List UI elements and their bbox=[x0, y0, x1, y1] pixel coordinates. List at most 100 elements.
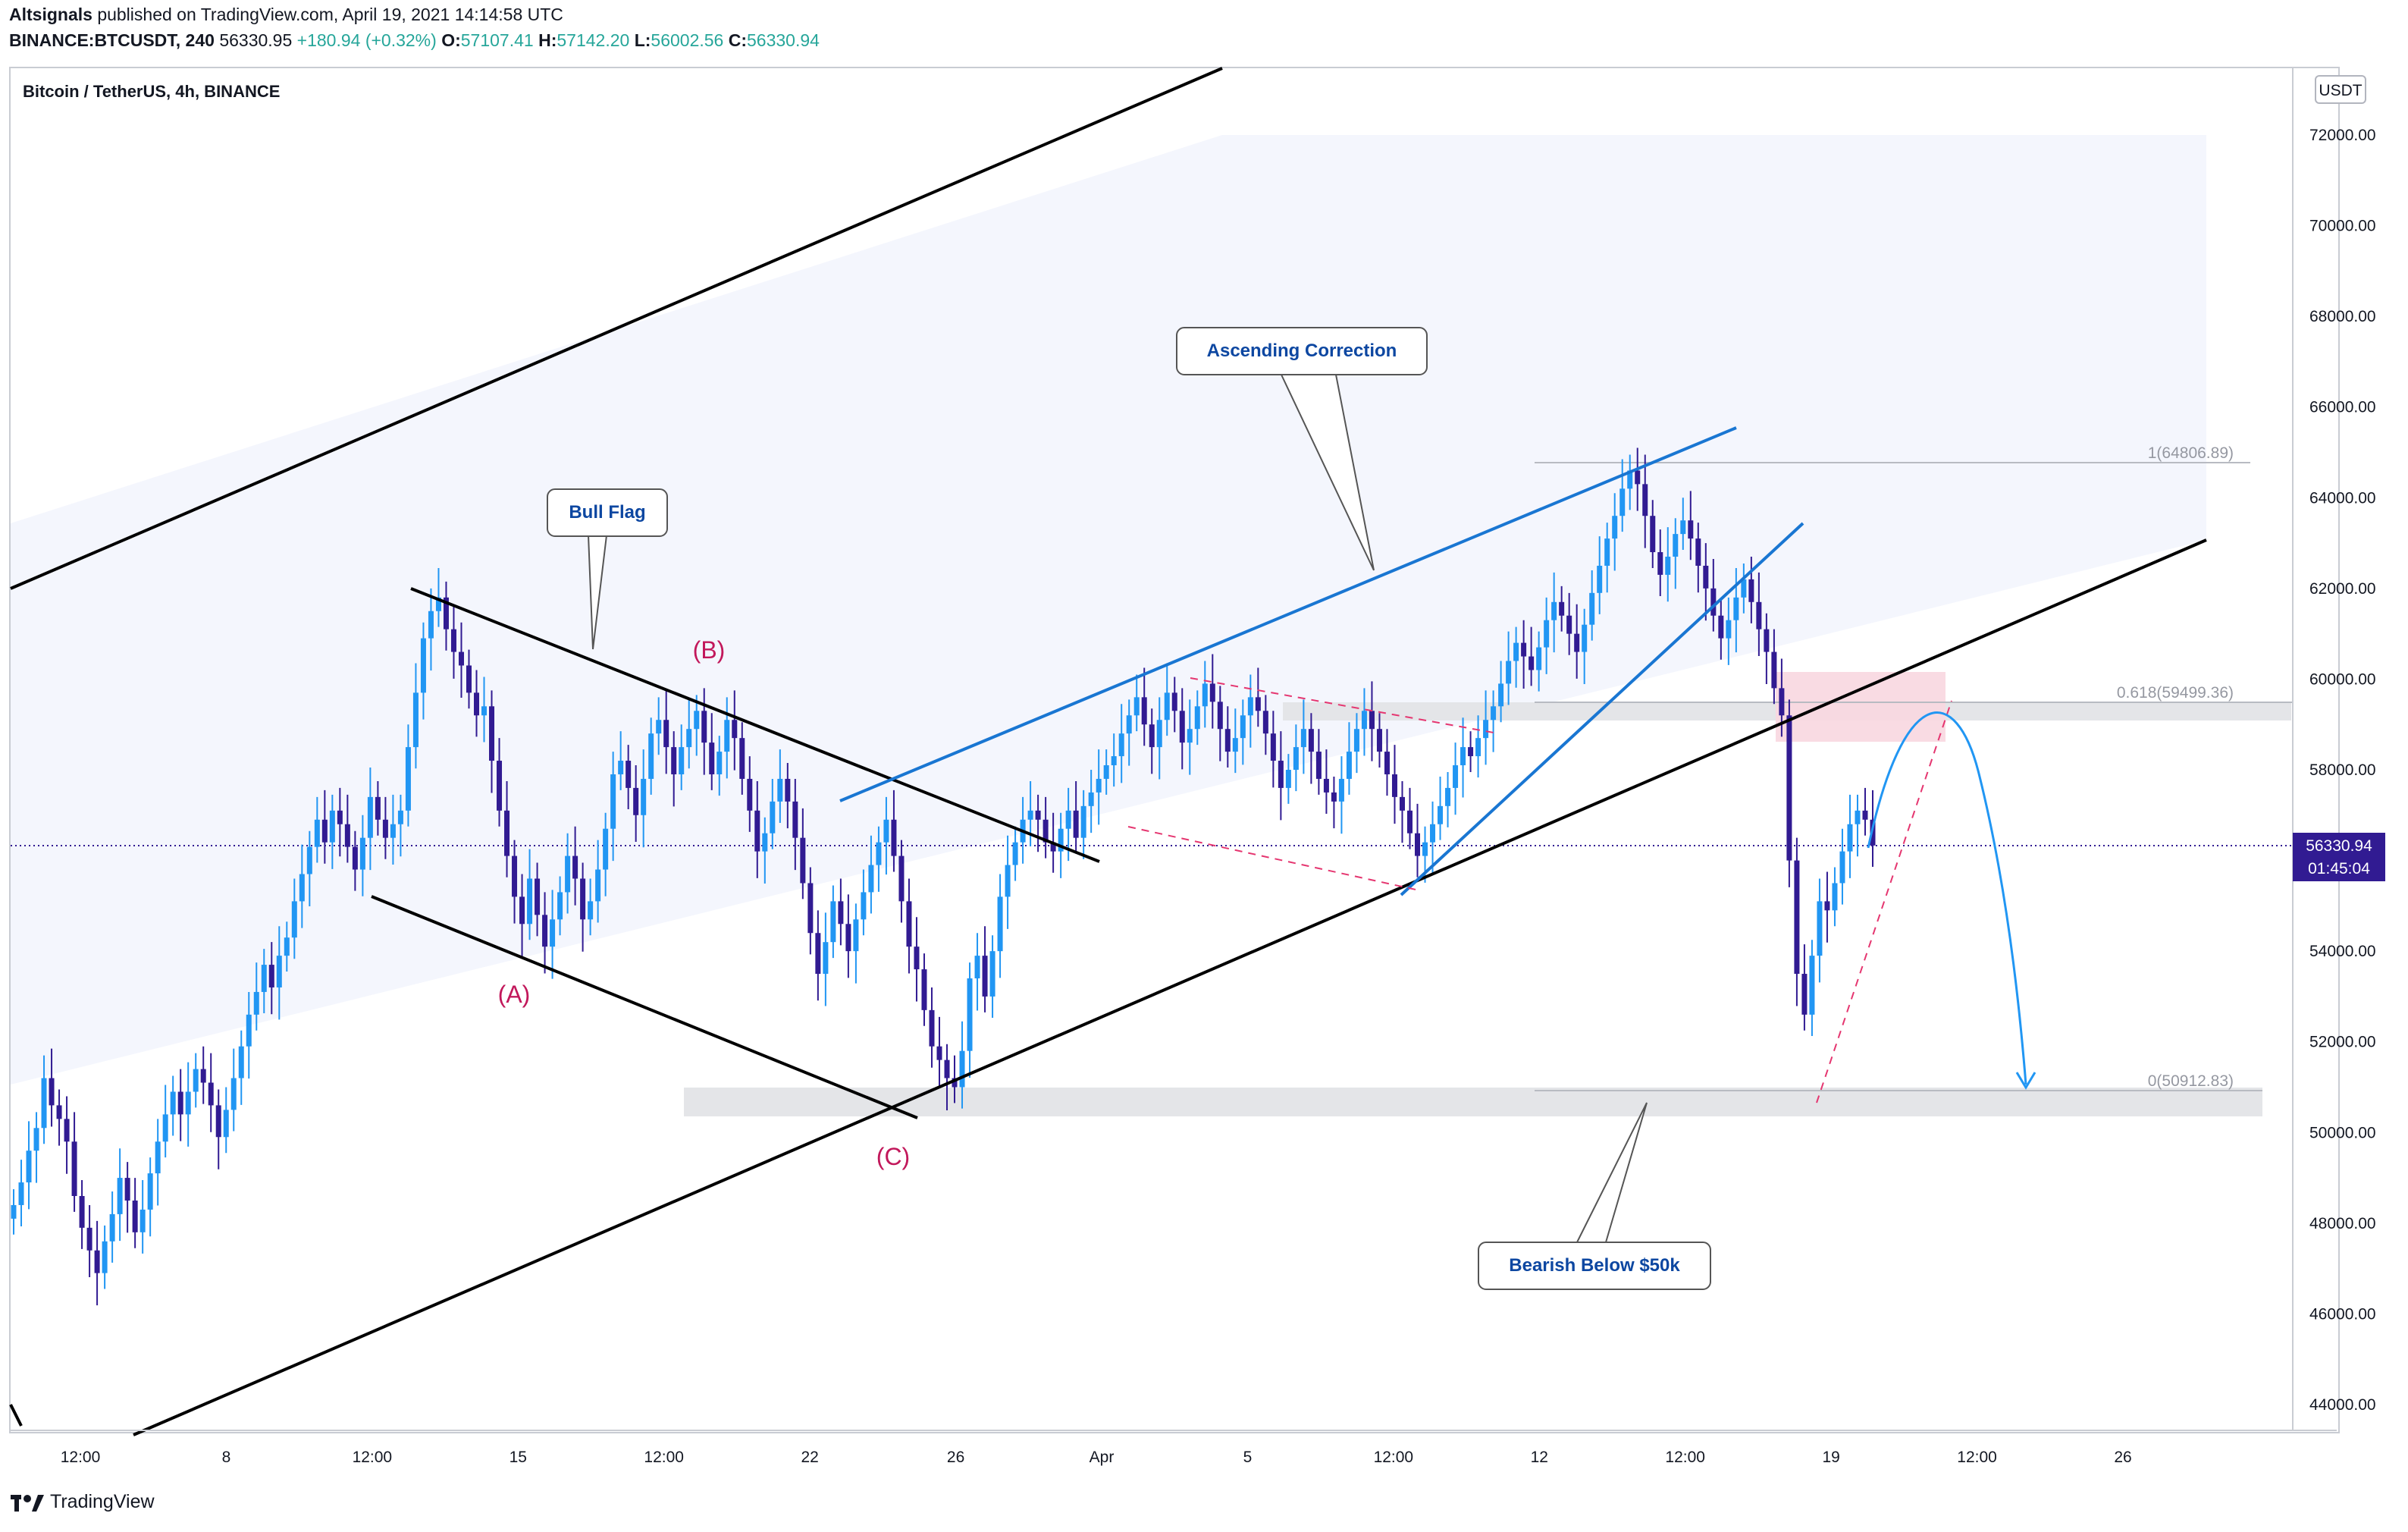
candle-body bbox=[1080, 805, 1086, 838]
candle-body bbox=[663, 720, 669, 748]
candle-body bbox=[1338, 778, 1344, 802]
candle-body bbox=[595, 869, 601, 902]
currency-badge[interactable] bbox=[2315, 75, 2366, 104]
candle-body bbox=[754, 810, 760, 852]
candle-body bbox=[1756, 601, 1762, 629]
candle-body bbox=[170, 1091, 176, 1115]
candle-body bbox=[94, 1250, 100, 1273]
candle-body bbox=[481, 706, 488, 716]
candle-body bbox=[314, 819, 320, 847]
footer-brand[interactable]: TradingView bbox=[11, 1491, 155, 1513]
candle-body bbox=[929, 1009, 935, 1047]
price-tick-label: 44000.00 bbox=[2309, 1396, 2376, 1414]
ascending-pointer bbox=[1281, 374, 1375, 571]
candle-body bbox=[603, 828, 609, 870]
price-tick-label: 60000.00 bbox=[2309, 670, 2376, 688]
high-label: H: bbox=[538, 30, 557, 50]
candle-body bbox=[838, 901, 844, 925]
price-tick-label: 72000.00 bbox=[2309, 127, 2376, 144]
candle-body bbox=[1438, 805, 1444, 824]
publish-line: Altsignals published on TradingView.com,… bbox=[9, 5, 563, 25]
low-value: 56002.56 bbox=[651, 30, 724, 50]
candle-body bbox=[284, 937, 290, 956]
candle-body bbox=[147, 1173, 153, 1210]
candle-body bbox=[906, 901, 912, 947]
candle-body bbox=[527, 878, 533, 925]
candle-body bbox=[1187, 729, 1193, 743]
price-tick-label: 58000.00 bbox=[2309, 761, 2376, 779]
candle-body bbox=[246, 1014, 252, 1047]
flag-upper-line bbox=[410, 587, 1100, 863]
candle-body bbox=[473, 692, 480, 716]
candle-body bbox=[1361, 711, 1367, 730]
time-tick-label: 12:00 bbox=[61, 1449, 101, 1466]
candle-body bbox=[64, 1119, 70, 1142]
fib-label-1: 1(64806.89) bbox=[2148, 444, 2234, 462]
price-tick-label: 66000.00 bbox=[2309, 399, 2376, 416]
candle-body bbox=[1604, 538, 1610, 566]
candle-body bbox=[861, 892, 867, 920]
candle-body bbox=[1111, 756, 1117, 766]
bull-flag-text: Bull Flag bbox=[569, 502, 645, 523]
candle-body bbox=[344, 824, 350, 847]
price-tick-label: 64000.00 bbox=[2309, 489, 2376, 507]
channel-upper-line bbox=[10, 67, 1223, 590]
candle-body bbox=[382, 819, 388, 838]
candle-body bbox=[1650, 516, 1656, 553]
candle-body bbox=[1741, 579, 1747, 598]
candle-body bbox=[967, 978, 973, 1051]
flag-lower-line bbox=[371, 895, 918, 1119]
candle-body bbox=[1353, 729, 1359, 752]
candle-body bbox=[542, 915, 548, 947]
candle-body bbox=[102, 1241, 108, 1273]
channel-lower-line bbox=[133, 538, 2207, 1436]
candle-body bbox=[1642, 484, 1648, 516]
tradingview-logo-icon bbox=[11, 1494, 44, 1512]
triangle-upper-dash bbox=[1190, 677, 1494, 733]
candle-body bbox=[41, 1078, 47, 1129]
candle-body bbox=[49, 1078, 55, 1106]
candle-body bbox=[1695, 538, 1701, 566]
time-tick-label: 12 bbox=[1531, 1449, 1548, 1466]
candle-body bbox=[299, 874, 305, 902]
candle-body bbox=[1498, 683, 1504, 707]
candle-body bbox=[1088, 792, 1094, 806]
candle-body bbox=[1597, 565, 1603, 593]
fib-label-0618: 0.618(59499.36) bbox=[2117, 684, 2234, 702]
candle-body bbox=[565, 855, 571, 893]
candle-body bbox=[367, 796, 373, 838]
time-tick-label: 26 bbox=[2114, 1449, 2131, 1466]
candle-body bbox=[162, 1114, 168, 1142]
candle-body bbox=[982, 956, 988, 997]
price-tick-label: 54000.00 bbox=[2309, 943, 2376, 960]
currency-badge-text: USDT bbox=[2319, 82, 2362, 99]
candle-body bbox=[1035, 810, 1041, 820]
open-value: 57107.41 bbox=[460, 30, 534, 50]
time-axis: 12:00 8 12:00 15 12:00 22 26 Apr 5 12:00 12 12:00 19… bbox=[11, 1430, 2337, 1466]
candle-body bbox=[572, 855, 578, 879]
candle-body bbox=[701, 711, 707, 743]
candle-body bbox=[1779, 688, 1785, 716]
candle-body bbox=[306, 846, 312, 874]
candle-body bbox=[1027, 810, 1033, 820]
candle-body bbox=[1126, 715, 1132, 734]
candle-body bbox=[633, 787, 639, 815]
time-tick-label: 26 bbox=[947, 1449, 964, 1466]
candle-body bbox=[375, 796, 381, 820]
candle-body bbox=[1149, 724, 1155, 748]
candle-body bbox=[1635, 470, 1641, 485]
candle-body bbox=[412, 692, 419, 748]
candle-body bbox=[1293, 747, 1299, 770]
candle-body bbox=[944, 1060, 950, 1078]
time-tick-label: 15 bbox=[510, 1449, 527, 1466]
candle-body bbox=[329, 810, 335, 843]
candle-body bbox=[535, 878, 541, 915]
candle-body bbox=[1483, 720, 1489, 739]
time-tick-label: 8 bbox=[222, 1449, 231, 1466]
candle-body bbox=[1718, 615, 1724, 639]
candle-body bbox=[132, 1200, 138, 1232]
candle-body bbox=[79, 1195, 85, 1228]
bearish-callout bbox=[1478, 1242, 1711, 1290]
price-axis: 44000.00 46000.00 48000.00 50000.00 52000.00… bbox=[2292, 67, 2376, 1430]
